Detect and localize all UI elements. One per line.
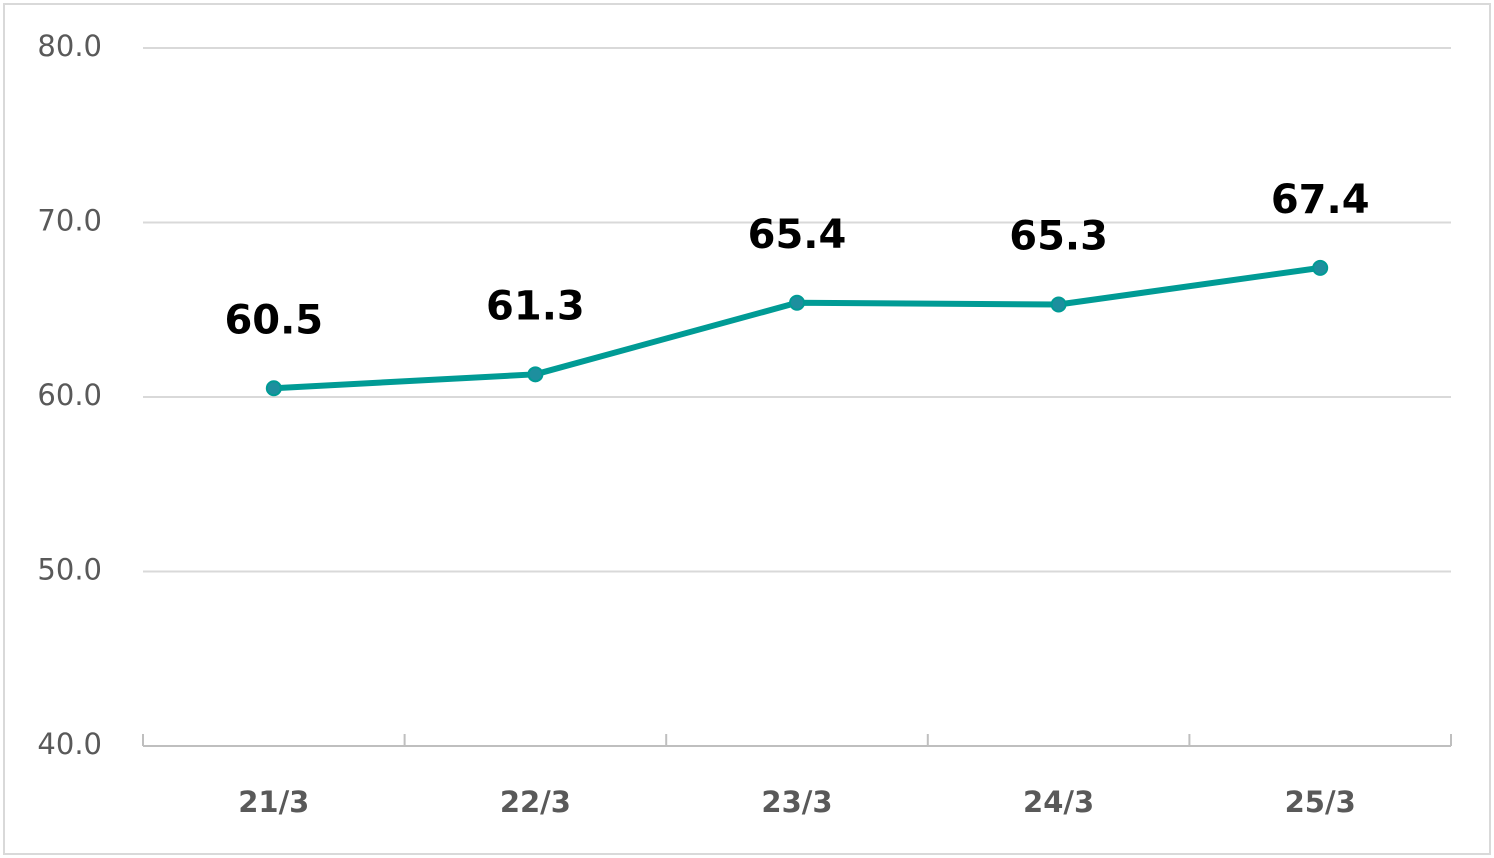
value-label: 65.3 [1009, 214, 1108, 260]
x-tick-label: 23/3 [761, 785, 832, 819]
point [527, 366, 544, 383]
y-tick-label: 60.0 [37, 378, 102, 412]
y-tick-label: 80.0 [37, 29, 102, 63]
point [265, 380, 282, 397]
point [789, 294, 805, 311]
y-tick-label: 50.0 [37, 553, 102, 587]
value-label: 61.3 [486, 283, 585, 329]
x-tick-label: 25/3 [1285, 785, 1356, 819]
point [1050, 296, 1067, 313]
point [1312, 259, 1329, 276]
value-label: 67.4 [1271, 177, 1370, 223]
x-tick-label: 21/3 [238, 785, 309, 819]
x-tick-label: 22/3 [500, 785, 571, 819]
chart-frame [3, 3, 1491, 855]
y-tick-label: 40.0 [37, 727, 102, 761]
y-tick-label: 70.0 [37, 204, 102, 238]
x-tick-label: 24/3 [1023, 785, 1094, 819]
value-label: 65.4 [748, 212, 847, 258]
value-label: 60.5 [224, 297, 323, 343]
